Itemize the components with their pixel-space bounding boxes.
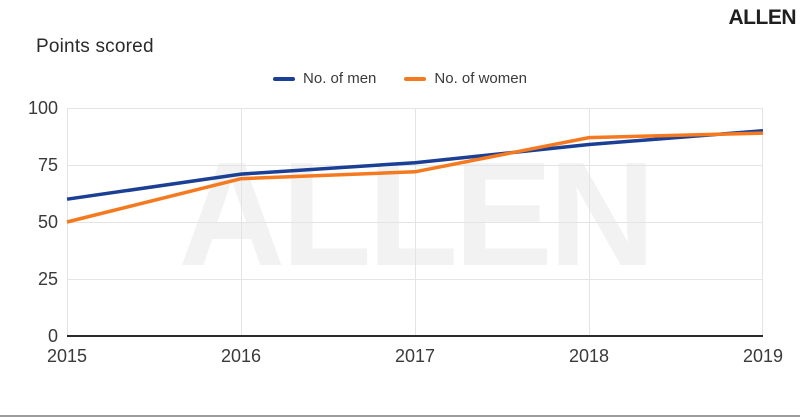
gridline-2017 xyxy=(415,108,416,336)
women-line-series[interactable] xyxy=(66,131,764,224)
legend-label-men: No. of men xyxy=(303,70,377,87)
y-tick-25: 25 xyxy=(37,269,58,289)
x-tick-2019: 2019 xyxy=(742,346,784,366)
x-axis-line xyxy=(67,335,763,337)
gridline-2016 xyxy=(241,108,242,336)
y-tick-0: 0 xyxy=(47,326,58,346)
men-line-swatch-icon xyxy=(273,76,296,81)
bottom-divider xyxy=(0,415,800,417)
x-tick-2016: 2016 xyxy=(220,346,262,366)
y-tick-50: 50 xyxy=(37,212,58,232)
legend-label-women: No. of women xyxy=(434,70,527,87)
line-series-svg xyxy=(66,129,764,224)
x-tick-2015: 2015 xyxy=(46,346,88,366)
chart-legend: No. of men No. of women xyxy=(0,70,800,87)
x-tick-2018: 2018 xyxy=(568,346,610,366)
gridline-2019 xyxy=(762,108,763,336)
y-tick-75: 75 xyxy=(37,155,58,175)
legend-item-men[interactable]: No. of men xyxy=(273,70,376,87)
y-tick-100: 100 xyxy=(27,98,58,118)
chart-title: Points scored xyxy=(36,36,154,57)
legend-item-women[interactable]: No. of women xyxy=(404,70,527,87)
gridline-2018 xyxy=(589,108,590,336)
allen-logo: ALLEN xyxy=(728,6,797,29)
men-line-series[interactable] xyxy=(66,129,764,201)
plot-area: ALLEN xyxy=(66,108,764,337)
women-line-swatch-icon xyxy=(404,76,427,81)
x-tick-2017: 2017 xyxy=(394,346,436,366)
